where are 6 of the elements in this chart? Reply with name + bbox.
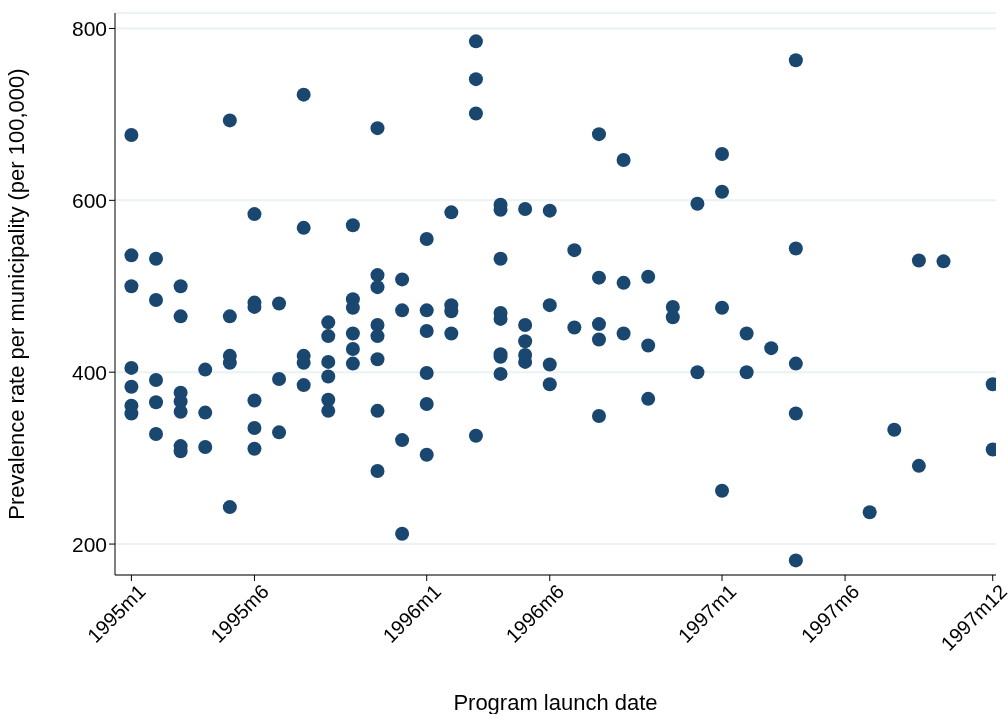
y-axis-title: Prevalence rate per municipality (per 100,000) xyxy=(3,68,29,520)
y-tick-label: 400 xyxy=(71,360,107,384)
y-tick-label: 600 xyxy=(71,188,107,212)
y-tick-label: 200 xyxy=(71,532,107,556)
x-axis-title: Program launch date xyxy=(453,690,658,715)
y-tick-label: 800 xyxy=(71,16,107,40)
